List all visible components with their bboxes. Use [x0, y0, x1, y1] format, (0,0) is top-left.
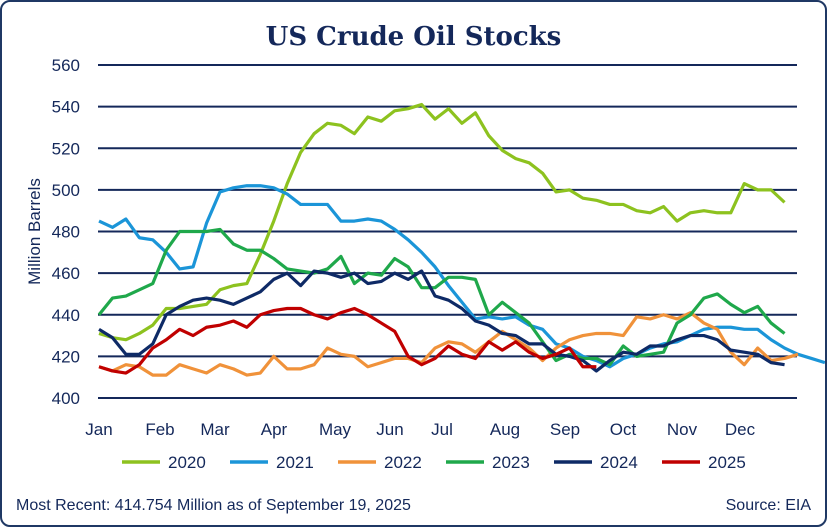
- chart-title: US Crude Oil Stocks: [265, 22, 562, 52]
- series-line-2021: [98, 184, 825, 369]
- x-tick-label: Jan: [85, 420, 112, 439]
- series-line-2023: [97, 227, 786, 367]
- y-tick-label: 500: [52, 181, 80, 200]
- legend-label-2024: 2024: [600, 453, 638, 472]
- legend-label-2022: 2022: [384, 453, 422, 472]
- y-tick-label: 520: [52, 139, 80, 158]
- legend-label-2025: 2025: [708, 453, 746, 472]
- series-line-2020: [98, 102, 786, 342]
- legend-label-2023: 2023: [492, 453, 530, 472]
- y-tick-label: 560: [52, 56, 80, 75]
- series-line-2025: [98, 306, 597, 375]
- series-line-2022: [98, 311, 799, 377]
- x-tick-label: Jul: [431, 420, 453, 439]
- x-tick-label: Sep: [550, 420, 580, 439]
- y-axis-label: Million Barrels: [25, 178, 44, 285]
- y-tick-label: 460: [52, 264, 80, 283]
- x-tick-label: Apr: [261, 420, 288, 439]
- most-recent-note: Most Recent: 414.754 Million as of Septe…: [16, 497, 411, 514]
- x-tick-label: Feb: [145, 420, 174, 439]
- y-tick-label: 440: [52, 306, 80, 325]
- y-tick-label: 420: [52, 347, 80, 366]
- x-tick-label: Dec: [725, 420, 756, 439]
- y-tick-label: 540: [52, 98, 80, 117]
- legend-label-2020: 2020: [168, 453, 206, 472]
- legend-label-2021: 2021: [276, 453, 314, 472]
- y-tick-label: 480: [52, 223, 80, 242]
- source-note: Source: EIA: [725, 497, 811, 514]
- x-tick-label: Oct: [610, 420, 637, 439]
- series-line-2024: [98, 269, 785, 373]
- x-tick-label: Aug: [490, 420, 520, 439]
- x-tick-label: Nov: [667, 420, 698, 439]
- x-tick-label: Jun: [376, 420, 403, 439]
- x-tick-label: May: [319, 420, 352, 439]
- y-tick-label: 400: [52, 389, 80, 408]
- x-tick-label: Mar: [200, 420, 230, 439]
